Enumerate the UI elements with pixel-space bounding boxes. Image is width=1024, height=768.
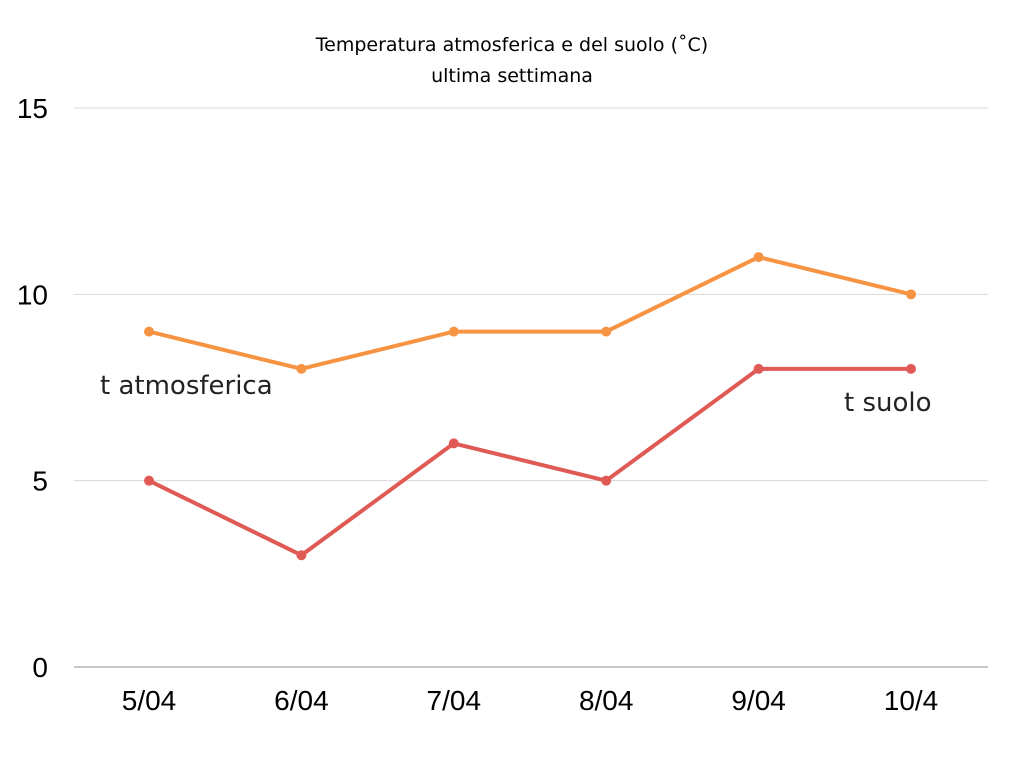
data-point [144, 475, 154, 486]
y-tick-label: 10 [17, 279, 48, 310]
data-point [753, 363, 764, 374]
x-tick-label: 8/04 [579, 685, 634, 716]
y-tick-label: 0 [32, 652, 48, 683]
x-tick-label: 7/04 [427, 685, 482, 716]
series [144, 252, 916, 561]
x-tick-label: 9/04 [731, 685, 786, 716]
data-point [144, 326, 154, 337]
data-point [296, 363, 307, 374]
series-line-0 [147, 255, 913, 371]
x-tick-label: 5/04 [122, 685, 177, 716]
data-point [448, 438, 459, 449]
x-tick-label: 10/4 [884, 685, 939, 716]
chart-title: Temperatura atmosferica e del suolo (˚C) [315, 34, 708, 56]
series-line-1 [147, 366, 913, 558]
data-point [906, 363, 916, 374]
x-tick-label: 6/04 [274, 685, 329, 716]
data-point [601, 326, 612, 337]
data-point [753, 252, 764, 263]
grid [74, 107, 988, 668]
x-axis-ticks: 5/04 6/04 7/04 8/04 9/04 10/4 [122, 685, 939, 716]
data-point [296, 550, 307, 561]
data-point [601, 475, 612, 486]
series-label-t-atmosferica: t atmosferica [100, 371, 273, 401]
data-point [448, 326, 459, 337]
chart-subtitle: ultima settimana [431, 65, 593, 87]
data-point [906, 289, 916, 300]
y-tick-label: 5 [32, 466, 48, 497]
series-label-t-suolo: t suolo [844, 388, 932, 418]
y-tick-label: 15 [17, 93, 48, 124]
y-axis-ticks: 0 5 10 15 [17, 93, 48, 683]
